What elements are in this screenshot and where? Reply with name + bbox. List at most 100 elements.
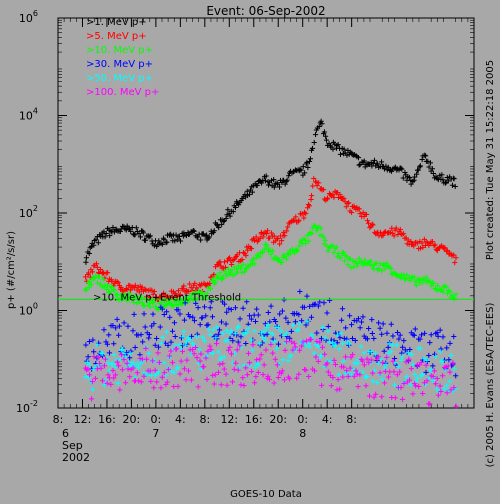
data-point-1 <box>306 203 312 209</box>
data-point-1 <box>177 292 183 298</box>
data-point-4 <box>417 345 423 351</box>
data-point-2 <box>275 258 281 264</box>
data-point-5 <box>104 380 110 386</box>
data-point-3 <box>201 304 208 310</box>
data-point-0 <box>425 158 431 164</box>
data-point-1 <box>377 229 384 236</box>
data-point-0 <box>108 228 114 234</box>
data-point-5 <box>213 341 220 347</box>
data-point-5 <box>260 372 266 378</box>
data-point-5 <box>368 357 374 363</box>
data-point-4 <box>341 358 347 364</box>
data-point-0 <box>337 151 344 157</box>
data-point-3 <box>121 320 127 326</box>
data-point-4 <box>405 350 411 356</box>
data-point-0 <box>304 159 310 165</box>
data-point-5 <box>112 372 119 378</box>
data-point-2 <box>147 304 153 310</box>
data-point-2 <box>388 266 394 272</box>
data-point-1 <box>301 215 307 221</box>
data-point-0 <box>254 182 260 188</box>
data-point-3 <box>317 299 323 305</box>
data-point-5 <box>448 387 454 393</box>
data-point-5 <box>379 394 385 400</box>
data-point-5 <box>188 377 194 383</box>
data-point-1 <box>150 291 156 297</box>
data-point-3 <box>237 316 243 322</box>
data-point-3 <box>418 332 425 338</box>
data-point-5 <box>86 372 93 378</box>
data-point-1 <box>380 232 386 239</box>
data-point-0 <box>242 191 248 198</box>
x-date-label: 6 <box>62 427 69 440</box>
data-point-2 <box>447 288 453 295</box>
data-point-3 <box>352 337 358 344</box>
data-point-4 <box>330 340 336 346</box>
data-point-3 <box>116 332 122 338</box>
data-point-2 <box>104 286 110 292</box>
data-point-5 <box>290 347 296 353</box>
data-point-0 <box>286 173 292 179</box>
data-point-2 <box>96 274 102 280</box>
data-point-4 <box>411 371 418 378</box>
data-point-0 <box>164 239 170 245</box>
data-point-3 <box>151 320 157 327</box>
data-point-2 <box>325 248 331 254</box>
data-point-4 <box>118 347 124 353</box>
data-point-5 <box>296 347 303 353</box>
y-tick-label: 10-2 <box>16 399 38 415</box>
data-point-5 <box>438 388 444 395</box>
data-point-2 <box>417 277 424 283</box>
data-point-0 <box>262 178 269 184</box>
data-point-0 <box>117 228 123 234</box>
data-point-1 <box>264 228 271 234</box>
data-point-3 <box>292 319 298 325</box>
data-point-2 <box>204 291 210 297</box>
data-point-4 <box>394 342 400 348</box>
data-point-3 <box>161 311 167 318</box>
data-point-4 <box>297 321 303 327</box>
data-point-4 <box>109 361 115 367</box>
data-point-3 <box>447 340 453 346</box>
data-point-5 <box>243 365 249 371</box>
data-point-2 <box>350 264 356 270</box>
y-axis-label: p+ (#/cm²/s/sr) <box>6 231 17 309</box>
data-point-3 <box>214 336 220 342</box>
data-point-0 <box>216 224 222 231</box>
data-point-4 <box>171 369 177 375</box>
data-point-2 <box>318 225 324 231</box>
data-point-5 <box>143 345 149 352</box>
data-point-5 <box>353 368 359 374</box>
data-point-1 <box>217 259 223 265</box>
data-point-4 <box>206 326 212 333</box>
data-point-1 <box>335 194 342 201</box>
data-point-4 <box>398 357 405 363</box>
plot-created-label: Plot created: Tue May 31 15:22:18 2005 <box>485 60 496 260</box>
data-point-3 <box>152 342 158 348</box>
data-point-2 <box>189 290 196 296</box>
data-point-5 <box>282 347 288 353</box>
data-point-4 <box>364 373 370 380</box>
data-point-2 <box>185 299 191 305</box>
data-point-5 <box>233 360 239 366</box>
data-point-5 <box>296 371 302 377</box>
data-point-3 <box>355 316 362 322</box>
data-point-0 <box>414 171 420 177</box>
data-point-5 <box>212 372 218 378</box>
data-point-5 <box>96 354 102 361</box>
data-point-5 <box>118 352 125 358</box>
data-point-0 <box>93 237 99 243</box>
data-point-4 <box>82 374 89 380</box>
data-point-4 <box>89 386 96 392</box>
data-point-5 <box>203 355 209 361</box>
data-point-3 <box>296 312 302 318</box>
data-point-3 <box>221 301 228 307</box>
data-point-1 <box>400 231 407 237</box>
data-point-2 <box>362 257 368 263</box>
data-point-3 <box>396 336 402 342</box>
data-point-4 <box>180 334 186 340</box>
data-point-5 <box>317 339 323 345</box>
data-point-4 <box>338 330 344 337</box>
data-point-3 <box>218 319 225 325</box>
data-point-3 <box>423 369 429 375</box>
